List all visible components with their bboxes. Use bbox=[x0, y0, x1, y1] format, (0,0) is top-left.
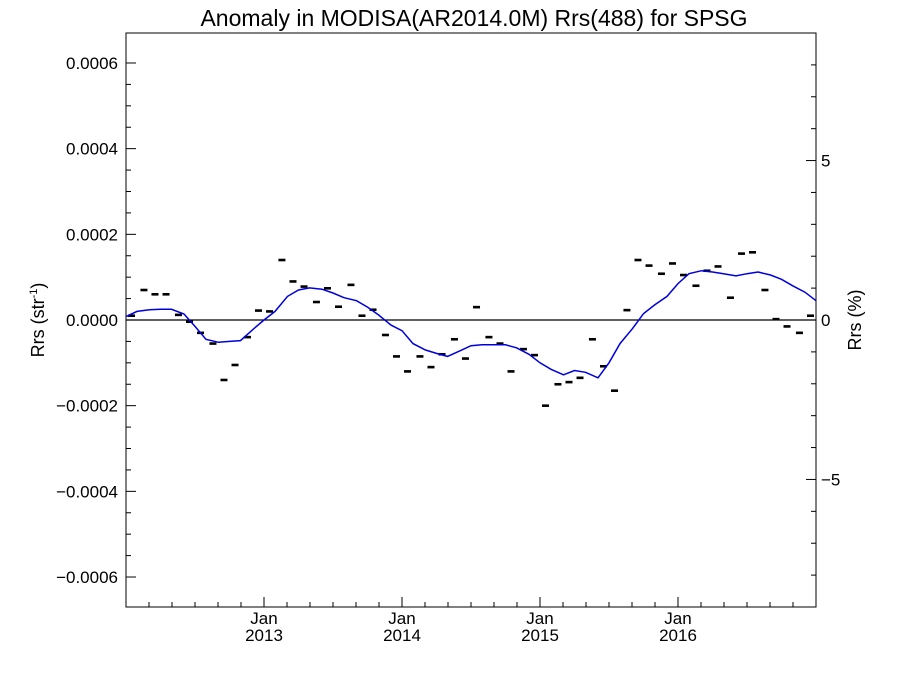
x-tick-month: Jan bbox=[526, 609, 553, 628]
y2-tick-label: 5 bbox=[821, 152, 830, 171]
y-tick-label: −0.0006 bbox=[56, 568, 118, 587]
x-tick-year: 2013 bbox=[245, 626, 283, 645]
x-tick-year: 2015 bbox=[521, 626, 559, 645]
smoothed-anomaly-line bbox=[125, 269, 817, 379]
y2-axis-label: Rrs (%) bbox=[845, 290, 865, 351]
y-tick-labels: 0.0006 0.0004 0.0002 0.0000 −0.0002 −0.0004 −0… bbox=[56, 54, 118, 587]
y2-tick-label: 0 bbox=[821, 311, 830, 330]
y-axis-label-main: Rrs (str bbox=[28, 298, 48, 357]
y-tick-label: 0.0000 bbox=[66, 311, 118, 330]
y2-tick-labels: 5 0 −5 bbox=[821, 152, 840, 490]
anomaly-points bbox=[128, 251, 814, 407]
x-tick-year: 2014 bbox=[383, 626, 421, 645]
x-tick-month: Jan bbox=[664, 609, 691, 628]
y-tick-label: −0.0002 bbox=[56, 397, 118, 416]
y2-tick-label: −5 bbox=[821, 470, 840, 489]
x-tick-month: Jan bbox=[388, 609, 415, 628]
y-tick-label: 0.0004 bbox=[66, 140, 118, 159]
y-tick-label: −0.0004 bbox=[56, 482, 118, 501]
y-axis-label: Rrs (str-1) bbox=[28, 283, 48, 358]
x-tick-month: Jan bbox=[250, 609, 277, 628]
y-tick-label: 0.0002 bbox=[66, 225, 118, 244]
y-axis-label-close: ) bbox=[28, 283, 48, 289]
y-tick-label: 0.0006 bbox=[66, 54, 118, 73]
y-axis-label-sup: -1 bbox=[28, 289, 40, 299]
chart-title: Anomaly in MODISA(AR2014.0M) Rrs(488) fo… bbox=[200, 5, 747, 31]
x-tick-year: 2016 bbox=[659, 626, 697, 645]
